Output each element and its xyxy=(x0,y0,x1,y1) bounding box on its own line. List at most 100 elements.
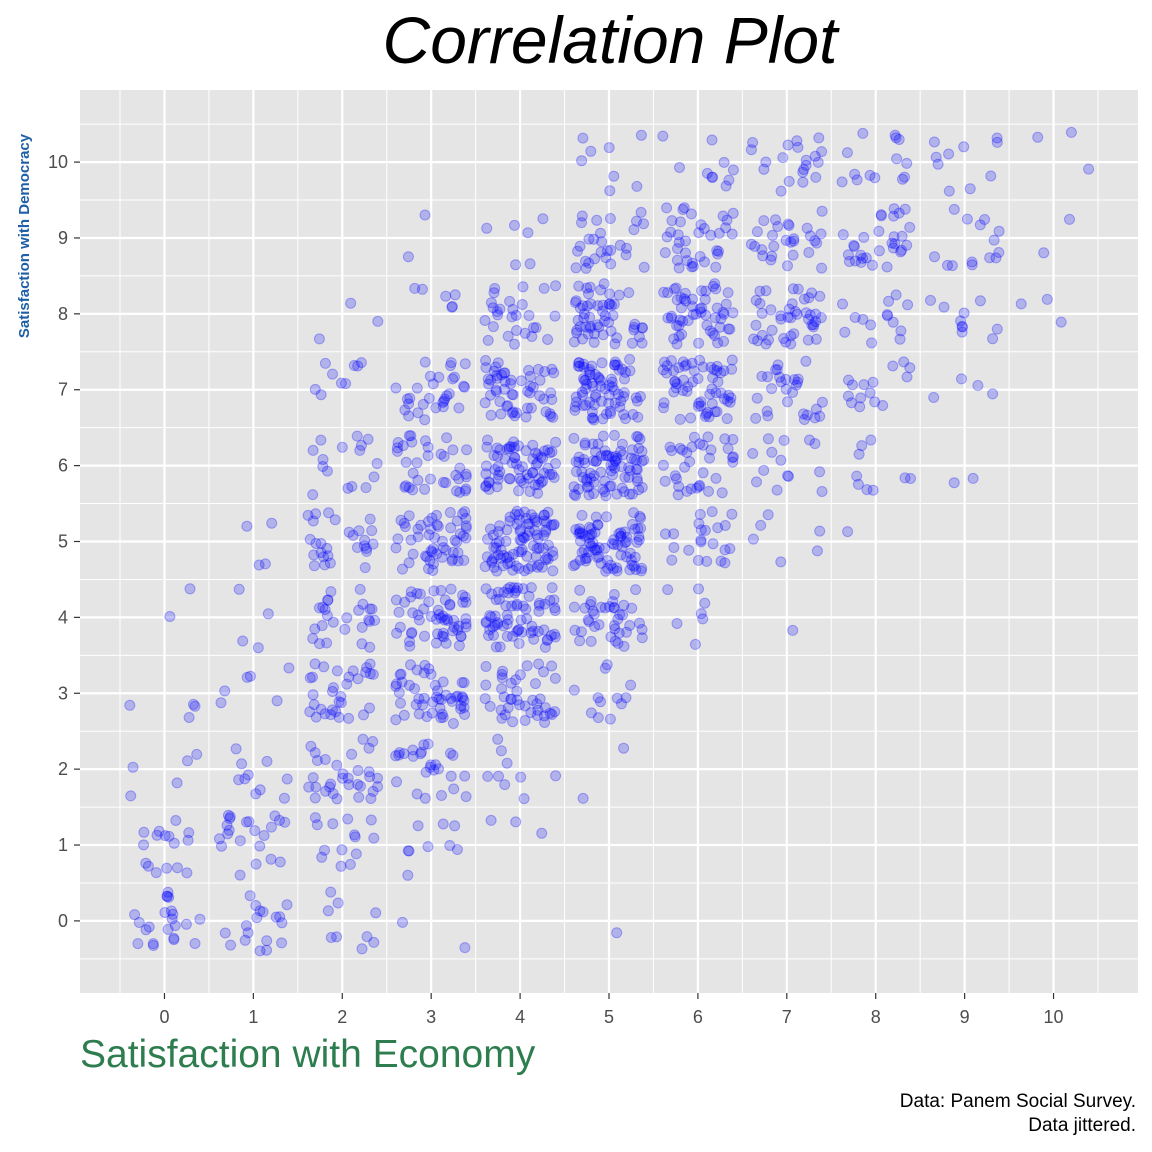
data-point xyxy=(797,176,809,188)
data-point xyxy=(693,337,705,349)
data-point xyxy=(626,602,638,614)
data-point xyxy=(518,477,530,489)
data-point xyxy=(688,431,700,443)
data-point xyxy=(672,229,684,241)
data-point xyxy=(525,509,537,521)
data-point xyxy=(633,443,645,454)
data-point xyxy=(858,231,870,243)
data-point xyxy=(678,374,689,386)
data-point xyxy=(390,542,402,554)
data-point xyxy=(720,222,732,234)
data-point xyxy=(432,604,444,616)
data-point xyxy=(571,324,583,336)
data-point xyxy=(307,444,319,456)
data-point xyxy=(595,395,607,407)
data-point xyxy=(337,772,348,784)
data-point xyxy=(486,588,498,600)
data-point xyxy=(665,312,677,324)
data-point xyxy=(479,397,491,409)
data-point xyxy=(611,488,623,500)
data-point xyxy=(460,520,472,532)
data-point xyxy=(700,285,712,297)
data-point xyxy=(539,445,550,457)
data-point xyxy=(574,527,586,539)
data-point xyxy=(459,942,471,954)
data-point xyxy=(571,327,583,339)
data-point xyxy=(492,618,503,630)
data-point xyxy=(545,630,557,641)
data-point xyxy=(514,699,525,711)
data-point xyxy=(459,506,471,518)
data-point xyxy=(281,773,293,785)
data-point xyxy=(358,540,370,552)
data-point xyxy=(604,298,616,310)
data-point xyxy=(419,483,431,495)
data-point xyxy=(899,472,911,484)
data-point xyxy=(966,259,978,271)
data-point xyxy=(928,136,940,148)
data-point xyxy=(302,509,314,521)
data-point xyxy=(159,830,171,842)
data-point xyxy=(526,620,538,632)
data-point xyxy=(512,440,524,452)
data-point xyxy=(502,330,514,342)
data-point xyxy=(488,450,500,461)
data-point xyxy=(392,442,403,454)
data-point xyxy=(513,562,525,574)
data-point xyxy=(586,412,598,424)
data-point xyxy=(327,788,339,800)
data-point xyxy=(843,374,854,386)
data-point xyxy=(783,220,795,231)
data-point xyxy=(633,331,645,343)
data-point xyxy=(798,293,810,305)
data-point xyxy=(490,361,502,373)
data-point xyxy=(618,742,630,754)
data-point xyxy=(415,519,427,531)
data-point xyxy=(459,485,471,497)
data-point xyxy=(398,748,410,760)
data-point xyxy=(592,712,604,724)
data-point xyxy=(159,907,171,918)
data-point xyxy=(412,531,424,543)
data-point xyxy=(546,519,557,531)
data-point xyxy=(631,536,643,548)
data-point xyxy=(545,387,557,399)
data-point xyxy=(427,565,439,576)
data-point xyxy=(993,225,1005,237)
data-point xyxy=(325,709,337,721)
data-point xyxy=(518,532,530,544)
data-point xyxy=(519,715,531,726)
data-point xyxy=(748,333,760,345)
data-point xyxy=(368,832,380,844)
data-point xyxy=(433,693,445,705)
data-point xyxy=(715,555,727,567)
data-point xyxy=(451,485,462,497)
data-point xyxy=(570,524,582,535)
data-point xyxy=(715,367,727,379)
data-point xyxy=(881,309,893,321)
data-point xyxy=(572,245,583,257)
data-point xyxy=(807,321,819,333)
data-point xyxy=(305,740,317,752)
data-point xyxy=(530,459,542,471)
data-point xyxy=(696,302,708,314)
data-point xyxy=(686,357,698,369)
data-point xyxy=(701,319,713,331)
x-tick-label: 9 xyxy=(960,1007,970,1027)
data-point xyxy=(605,299,617,311)
data-point xyxy=(459,358,471,370)
data-point xyxy=(352,360,364,372)
data-point xyxy=(520,445,532,457)
data-point xyxy=(985,170,997,182)
data-point xyxy=(674,442,686,454)
data-point xyxy=(887,242,899,254)
data-point xyxy=(611,359,623,371)
data-point xyxy=(608,620,620,632)
data-point xyxy=(346,748,358,760)
data-point xyxy=(717,210,729,222)
data-point xyxy=(603,450,614,462)
data-point xyxy=(349,831,361,843)
data-point xyxy=(778,434,790,446)
data-point xyxy=(601,408,612,420)
data-point xyxy=(942,259,953,271)
